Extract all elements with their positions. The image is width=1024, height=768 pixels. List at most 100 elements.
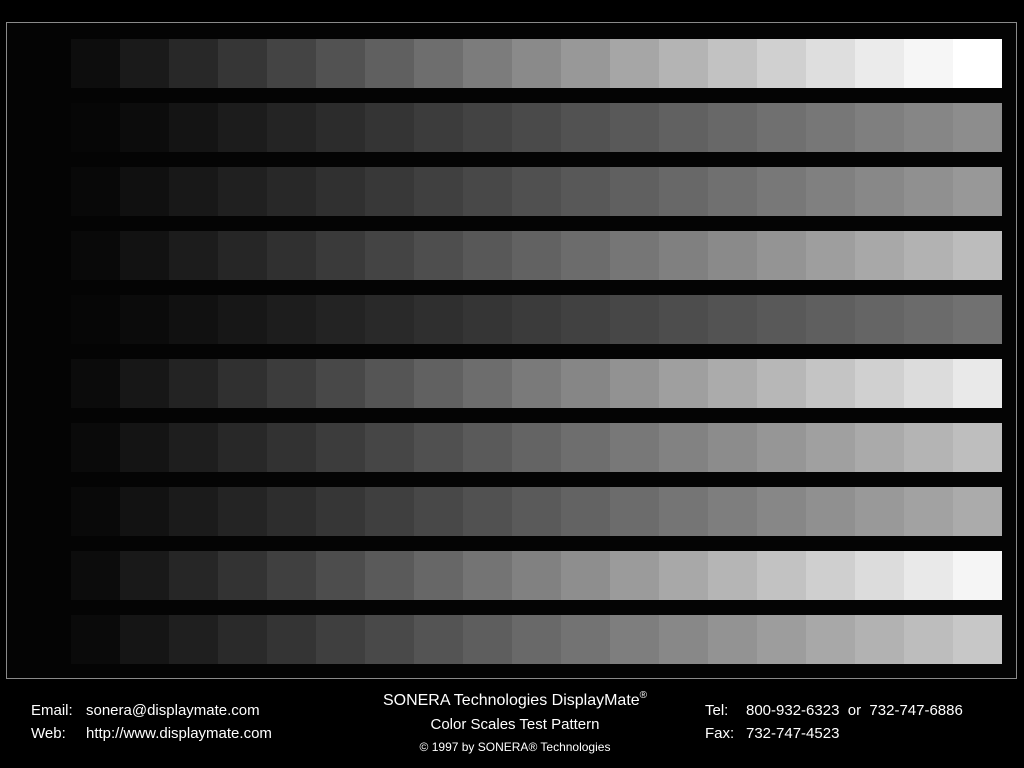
gray-swatch (169, 103, 218, 152)
gray-swatch (806, 167, 855, 216)
gray-swatch (463, 231, 512, 280)
gray-swatch (757, 295, 806, 344)
gray-scale-row (71, 359, 1002, 408)
gray-swatch (414, 615, 463, 664)
gray-swatch (316, 231, 365, 280)
gray-swatch (708, 551, 757, 600)
gray-swatch (267, 359, 316, 408)
gray-swatch (365, 231, 414, 280)
gray-swatch (953, 167, 1002, 216)
gray-swatch (365, 103, 414, 152)
gray-swatch (512, 167, 561, 216)
gray-swatch (512, 551, 561, 600)
gray-swatch (120, 359, 169, 408)
copyright-notice: © 1997 by SONERA® Technologies (419, 740, 611, 754)
gray-swatch (71, 167, 120, 216)
gray-scale-row (71, 615, 1002, 664)
gray-swatch (610, 359, 659, 408)
gray-swatch (708, 359, 757, 408)
gray-swatch (806, 551, 855, 600)
gray-swatch (855, 167, 904, 216)
gray-swatch (267, 231, 316, 280)
gray-swatch (120, 487, 169, 536)
gray-swatch (561, 231, 610, 280)
gray-swatch (169, 295, 218, 344)
pattern-name: Color Scales Test Pattern (430, 716, 600, 733)
gray-swatch (561, 359, 610, 408)
gray-swatch (659, 39, 708, 88)
gray-swatch (953, 295, 1002, 344)
gray-swatch (267, 167, 316, 216)
gray-swatch (708, 39, 757, 88)
brand-title: SONERA Technologies DisplayMate (382, 692, 640, 709)
gray-swatch (267, 295, 316, 344)
gray-swatch (267, 551, 316, 600)
gray-swatch (806, 231, 855, 280)
gray-swatch (463, 103, 512, 152)
gray-swatch (708, 615, 757, 664)
gray-swatch (218, 231, 267, 280)
gray-swatch (365, 167, 414, 216)
gray-swatch (806, 423, 855, 472)
gray-swatch (757, 39, 806, 88)
gray-swatch (659, 487, 708, 536)
gray-swatch (904, 39, 953, 88)
gray-swatch (365, 551, 414, 600)
gray-swatch (659, 423, 708, 472)
gray-swatch (71, 295, 120, 344)
gray-swatch (512, 359, 561, 408)
gray-swatch (316, 39, 365, 88)
gray-swatch (463, 167, 512, 216)
gray-swatch (855, 39, 904, 88)
gray-swatch (610, 103, 659, 152)
gray-swatch (708, 231, 757, 280)
gray-swatch (904, 615, 953, 664)
tel-line: Tel: 800-932-6323 or 732-747-6886 (705, 699, 963, 722)
gray-swatch (267, 39, 316, 88)
gray-swatch (806, 103, 855, 152)
gray-swatch (463, 39, 512, 88)
gray-swatch (953, 231, 1002, 280)
gray-swatch (365, 295, 414, 344)
gray-swatch (71, 103, 120, 152)
gray-swatch (365, 423, 414, 472)
gray-swatch (169, 551, 218, 600)
gray-swatch (316, 423, 365, 472)
gray-swatch (218, 423, 267, 472)
web-label: Web: (31, 725, 66, 742)
web-line: Web: http://www.displaymate.com (31, 722, 272, 745)
gray-swatch (659, 551, 708, 600)
gray-swatch (610, 615, 659, 664)
fax-label: Fax: (705, 725, 735, 742)
gray-swatch (708, 103, 757, 152)
gray-swatch (316, 103, 365, 152)
gray-swatch (904, 103, 953, 152)
gray-swatch (855, 487, 904, 536)
contact-web-block: Email: sonera@displaymate.com Web: http://… (31, 699, 272, 745)
gray-swatch (120, 39, 169, 88)
gray-swatch (218, 167, 267, 216)
email-label: Email: (31, 702, 73, 719)
gray-swatch (120, 423, 169, 472)
gray-swatch (267, 423, 316, 472)
gray-swatch (414, 167, 463, 216)
gray-swatch (218, 39, 267, 88)
gray-swatch (316, 487, 365, 536)
gray-swatch (414, 359, 463, 408)
gray-swatch (610, 39, 659, 88)
gray-swatch (806, 359, 855, 408)
gray-swatch (218, 615, 267, 664)
gray-swatch (855, 231, 904, 280)
gray-swatch (855, 551, 904, 600)
gray-swatch (512, 103, 561, 152)
gray-swatch (218, 295, 267, 344)
gray-swatch (659, 231, 708, 280)
gray-swatch (708, 487, 757, 536)
gray-swatch (757, 167, 806, 216)
contact-phone-block: Tel: 800-932-6323 or 732-747-6886 Fax: 732… (705, 699, 963, 745)
gray-swatch (561, 615, 610, 664)
gray-swatch (267, 103, 316, 152)
gray-swatch (659, 359, 708, 408)
gray-swatch (659, 295, 708, 344)
gray-swatch (71, 39, 120, 88)
